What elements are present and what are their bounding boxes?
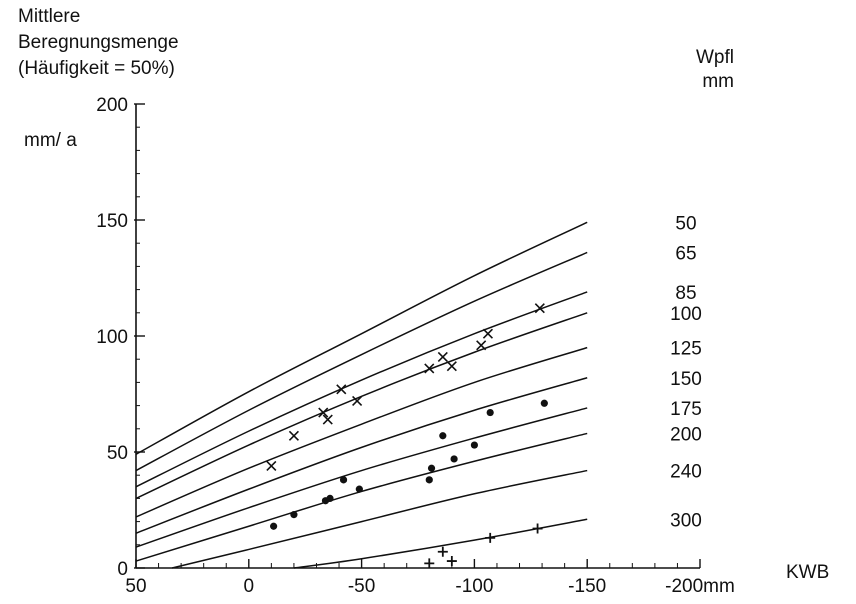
- y-tick-label-1: 50: [107, 443, 128, 464]
- chart-title: Mittlere Beregnungsmenge (Häufigkeit = 5…: [18, 4, 179, 82]
- title-line-1: Mittlere: [18, 6, 81, 27]
- marker-x-9: [476, 340, 487, 351]
- marker-plus-2: [446, 556, 457, 567]
- x-tick-label-2: -50: [348, 576, 375, 597]
- x-tick-label-3: -100: [455, 576, 493, 597]
- legend-title: Wpfl mm: [696, 46, 734, 94]
- y-axis-unit: mm/ a: [24, 130, 77, 151]
- x-tick-label-0: 50: [125, 576, 146, 597]
- title-line-3: (Häufigkeit = 50%): [18, 58, 175, 79]
- marker-x-1: [288, 430, 299, 441]
- marker-x-3: [322, 414, 333, 425]
- marker-dot-3: [326, 494, 334, 502]
- marker-x-11: [534, 303, 545, 314]
- curve-wpfl-50: [135, 221, 588, 455]
- curve-label-150: 150: [670, 369, 702, 390]
- curve-wpfl-65: [135, 251, 588, 472]
- curve-label-65: 65: [675, 243, 696, 264]
- marker-dot-6: [425, 476, 433, 484]
- marker-x-8: [446, 361, 457, 372]
- marker-dot-4: [339, 476, 348, 484]
- curve-label-175: 175: [670, 399, 702, 420]
- curve-label-100: 100: [670, 304, 702, 325]
- marker-dot-10: [470, 441, 478, 449]
- marker-x-7: [437, 351, 448, 362]
- marker-x-4: [336, 384, 347, 395]
- x-tick-label-1: 0: [244, 576, 255, 597]
- curve-wpfl-300: [293, 518, 588, 569]
- marker-x-6: [424, 363, 435, 374]
- marker-dot-0: [270, 522, 278, 530]
- curve-label-85: 85: [675, 283, 696, 304]
- legend-title-line-2: mm: [702, 71, 734, 92]
- marker-dot-11: [486, 408, 494, 417]
- curve-wpfl-125: [135, 346, 588, 518]
- marker-x-5: [352, 395, 363, 407]
- marker-dot-5: [355, 485, 363, 493]
- x-axis-label: KWB: [786, 562, 830, 583]
- marker-plus-3: [485, 532, 496, 543]
- marker-x-0: [266, 460, 277, 471]
- marker-plus-4: [532, 523, 543, 534]
- curve-wpfl-150: [135, 377, 588, 534]
- curve-label-300: 300: [670, 510, 702, 531]
- curve-label-125: 125: [670, 339, 702, 360]
- marker-dot-1: [290, 511, 298, 519]
- marker-x-2: [318, 407, 329, 418]
- marker-dot-12: [540, 399, 548, 407]
- curve-wpfl-175: [135, 407, 588, 548]
- curve-wpfl-240: [171, 469, 588, 569]
- marker-plus-0: [424, 558, 435, 569]
- curve-label-240: 240: [670, 462, 702, 483]
- y-tick-label-3: 150: [96, 211, 128, 232]
- y-tick-label-2: 100: [96, 327, 128, 348]
- marker-dot-9: [450, 455, 458, 463]
- x-tick-label-4: -150: [568, 576, 606, 597]
- legend-title-line-1: Wpfl: [696, 47, 734, 68]
- curve-wpfl-100: [135, 312, 588, 500]
- y-tick-label-4: 200: [96, 95, 128, 116]
- curve-label-50: 50: [675, 213, 696, 234]
- marker-x-10: [482, 328, 494, 339]
- x-tick-label-5: -200mm: [665, 576, 735, 597]
- y-tick-label-0: 0: [117, 559, 128, 580]
- curve-label-200: 200: [670, 424, 702, 445]
- curve-wpfl-85: [135, 291, 588, 488]
- marker-plus-1: [437, 546, 448, 557]
- marker-dot-8: [439, 432, 447, 440]
- title-line-2: Beregnungsmenge: [18, 32, 179, 53]
- marker-dot-7: [427, 464, 436, 472]
